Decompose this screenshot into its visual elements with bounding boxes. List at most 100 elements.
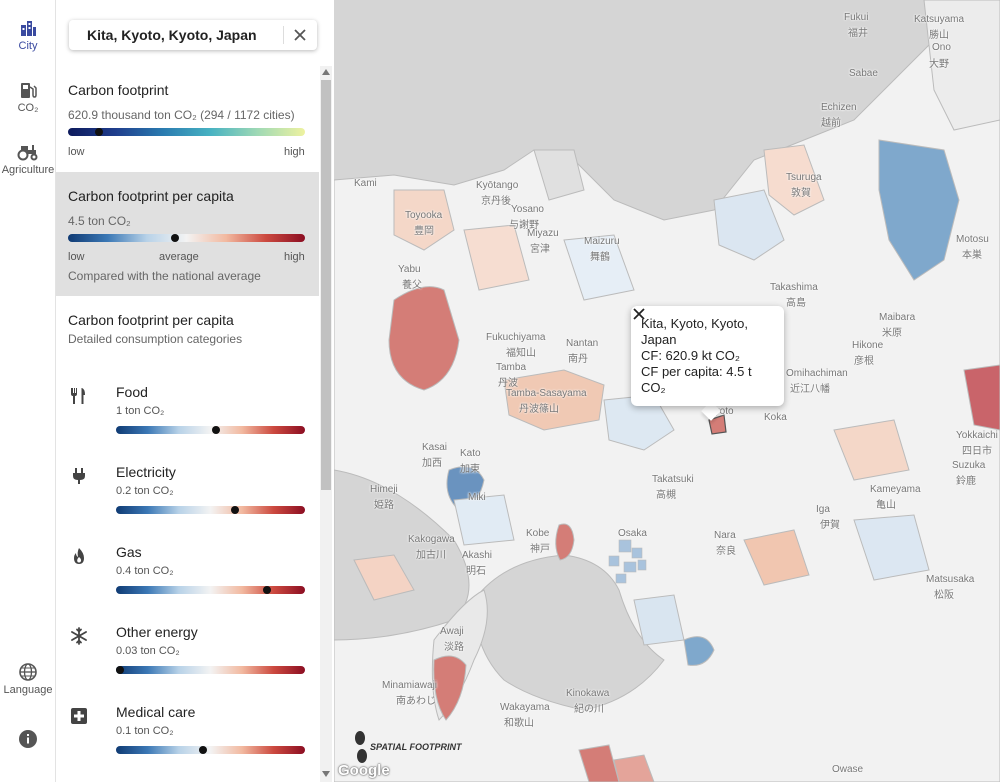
scale-marker bbox=[198, 746, 207, 754]
fork-knife-icon bbox=[71, 388, 85, 404]
rail-label: City bbox=[18, 40, 38, 52]
scroll-up-icon[interactable] bbox=[322, 69, 330, 75]
place-label: 高槻 bbox=[656, 490, 676, 501]
category-name: Other energy bbox=[116, 624, 198, 640]
place-label: Fukuchiyama bbox=[486, 332, 546, 343]
card-title: Carbon footprint per capita bbox=[68, 312, 234, 328]
place-label: Owase bbox=[832, 764, 864, 775]
fuel-icon bbox=[21, 83, 37, 98]
place-label: Maibara bbox=[879, 312, 916, 323]
category-gas: Gas 0.4 ton CO₂ bbox=[56, 544, 319, 624]
carbon-footprint-card[interactable]: Carbon footprint 620.9 thousand ton CO₂ … bbox=[56, 68, 319, 171]
place-label: Nantan bbox=[566, 338, 599, 349]
category-scale bbox=[116, 506, 305, 514]
scale-marker bbox=[212, 426, 221, 434]
place-label: Koka bbox=[764, 412, 787, 423]
place-label: Kami bbox=[354, 178, 377, 189]
popup-line: Japan bbox=[641, 332, 677, 347]
card-subtitle: Detailed consumption categories bbox=[68, 332, 243, 346]
search-input[interactable]: Kita, Kyoto, Kyoto, Japan bbox=[87, 27, 257, 43]
place-label: Yosano bbox=[511, 204, 544, 215]
snowflake-icon bbox=[71, 627, 87, 645]
scale-average-label: average bbox=[159, 251, 199, 263]
place-label: 京丹後 bbox=[481, 196, 511, 207]
scale-marker bbox=[115, 666, 124, 674]
place-label: 敦賀 bbox=[791, 188, 811, 199]
place-label: 四日市 bbox=[962, 446, 992, 457]
place-label: Kakogawa bbox=[408, 534, 455, 545]
detailed-categories-card[interactable]: Carbon footprint per capita Detailed con… bbox=[56, 296, 319, 366]
place-label: 舞鶴 bbox=[590, 252, 610, 263]
place-label: Kato bbox=[460, 448, 481, 459]
place-label: Toyooka bbox=[405, 210, 443, 221]
category-other-energy: Other energy 0.03 ton CO₂ bbox=[56, 624, 319, 704]
place-label: Himeji bbox=[370, 484, 398, 495]
google-logo: Google bbox=[338, 762, 390, 779]
category-scale bbox=[116, 746, 305, 754]
attribution-logo: SPATIAL FOOTPRINT bbox=[370, 742, 462, 752]
per-capita-scale bbox=[68, 234, 305, 242]
place-label: Suzuka bbox=[952, 460, 986, 471]
popup-line: Kita, Kyoto, Kyoto, bbox=[641, 316, 748, 331]
scroll-down-icon[interactable] bbox=[322, 771, 330, 777]
place-label: Kinokawa bbox=[566, 688, 610, 699]
scale-marker bbox=[231, 506, 240, 514]
per-capita-card[interactable]: Carbon footprint per capita 4.5 ton CO₂ … bbox=[56, 172, 319, 296]
place-label: 姫路 bbox=[374, 500, 394, 511]
scale-marker bbox=[170, 234, 179, 242]
choropleth-map[interactable]: Fukui 福井 Katsuyama 勝山 Ono 大野 Sabae Echiz… bbox=[334, 0, 1000, 782]
place-label: Motosu bbox=[956, 234, 989, 245]
category-value: 0.03 ton CO₂ bbox=[116, 645, 180, 657]
category-value: 0.4 ton CO₂ bbox=[116, 565, 174, 577]
place-label: 鈴鹿 bbox=[956, 476, 976, 487]
rail-label: CO₂ bbox=[17, 102, 39, 114]
category-scale bbox=[116, 586, 305, 594]
scale-high-label: high bbox=[284, 146, 305, 158]
rail-item-language[interactable]: Language bbox=[0, 662, 56, 696]
place-label: Minamiawaji bbox=[382, 680, 438, 691]
rail-item-info[interactable] bbox=[0, 729, 56, 751]
rail-item-agriculture[interactable]: Agriculture bbox=[0, 142, 56, 176]
category-medical-care: Medical care 0.1 ton CO₂ bbox=[56, 704, 319, 782]
place-label: Tamba bbox=[496, 362, 527, 373]
place-label: Kyōtango bbox=[476, 180, 519, 191]
place-label: 神戸 bbox=[530, 544, 550, 555]
footprint-logo-icon bbox=[355, 731, 367, 763]
category-value: 1 ton CO₂ bbox=[116, 405, 165, 417]
place-label: Fukui bbox=[844, 12, 869, 23]
category-value: 0.1 ton CO₂ bbox=[116, 725, 174, 737]
place-label: 彦根 bbox=[854, 356, 874, 367]
place-label: Iga bbox=[816, 504, 830, 515]
place-label: 加西 bbox=[422, 458, 442, 469]
place-label: 南丹 bbox=[568, 354, 588, 365]
category-name: Gas bbox=[116, 544, 142, 560]
search-box[interactable]: Kita, Kyoto, Kyoto, Japan bbox=[69, 20, 317, 50]
scale-low-label: low bbox=[68, 251, 85, 263]
comparison-note: Compared with the national average bbox=[68, 269, 261, 283]
place-label: Matsusaka bbox=[926, 574, 975, 585]
card-title: Carbon footprint bbox=[68, 82, 169, 98]
place-label: Akashi bbox=[462, 550, 493, 561]
rail-item-co2[interactable]: CO₂ bbox=[0, 80, 56, 114]
place-label: Osaka bbox=[618, 528, 647, 539]
category-food: Food 1 ton CO₂ bbox=[56, 384, 319, 464]
place-label: Maizuru bbox=[584, 236, 620, 247]
place-label: Miyazu bbox=[527, 228, 559, 239]
card-title: Carbon footprint per capita bbox=[68, 188, 234, 204]
close-icon[interactable] bbox=[631, 306, 647, 322]
place-label: 亀山 bbox=[876, 500, 896, 511]
scale-marker bbox=[94, 128, 103, 136]
scrollbar-thumb[interactable] bbox=[321, 80, 331, 490]
close-icon[interactable] bbox=[289, 25, 311, 45]
place-label: Hikone bbox=[852, 340, 884, 351]
place-label: Echizen bbox=[821, 102, 857, 113]
globe-icon bbox=[19, 663, 37, 681]
place-label: 加東 bbox=[460, 464, 480, 475]
scale-high-label: high bbox=[284, 251, 305, 263]
place-label: 米原 bbox=[882, 328, 902, 339]
rail-item-city[interactable]: City bbox=[0, 18, 56, 52]
region-popup: Kita, Kyoto, Kyoto, Japan CF: 620.9 kt C… bbox=[631, 306, 784, 406]
popup-cf-per-capita: CF per capita: 4.5 t bbox=[641, 364, 752, 379]
rail-label: Agriculture bbox=[1, 164, 55, 176]
popup-cf: CF: 620.9 kt CO₂ bbox=[641, 348, 740, 363]
